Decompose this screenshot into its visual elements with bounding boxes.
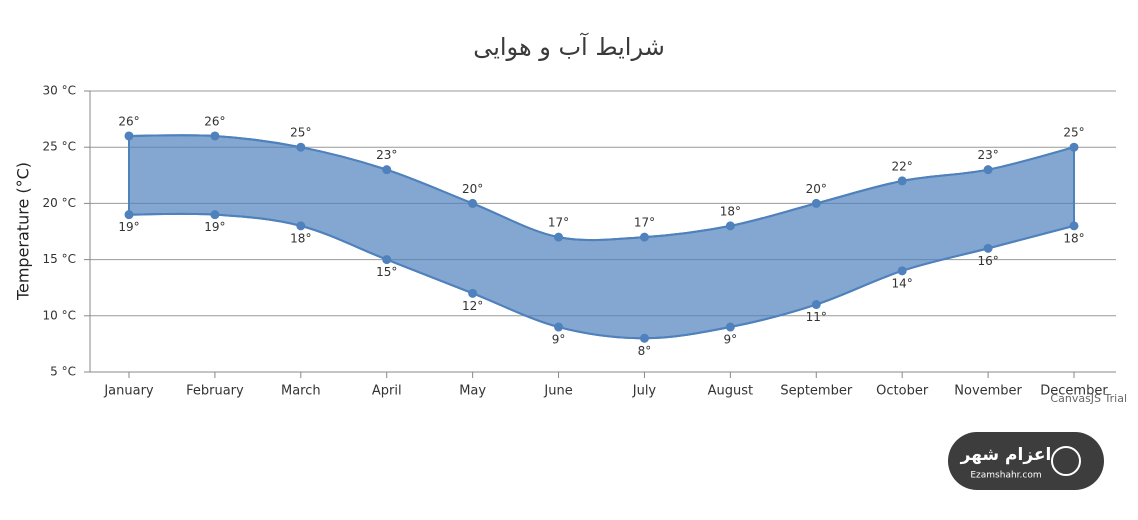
high-line [128,134,1075,242]
logo-icon [1051,446,1081,476]
low-value-label: 16° [977,254,998,268]
y-tick-label: 25 °C [43,140,76,154]
high-point [1069,142,1079,152]
low-value-label: 9° [724,333,738,347]
x-tick-label: May [459,384,486,399]
high-value-label: 17° [634,216,655,230]
chart-title: شرایط آب و هوایی [473,32,665,61]
high-point [639,232,649,242]
low-value-label: 8° [638,344,652,358]
low-point [1069,221,1079,231]
low-point [725,322,735,332]
x-tick-label: September [780,384,853,399]
high-value-label: 18° [720,204,741,218]
high-value-label: 20° [806,182,827,196]
y-tick-label: 5 °C [50,365,76,379]
y-tick-label: 15 °C [43,252,76,266]
high-value-label: 26° [118,114,139,128]
range-area [128,134,1075,340]
logo-site: Ezamshahr.com [970,471,1041,481]
high-point [210,131,220,141]
low-point [382,255,392,265]
high-point [897,176,907,186]
high-value-label: 17° [548,216,569,230]
x-tick-label: March [281,384,321,399]
low-value-label: 11° [806,310,827,324]
low-value-label: 14° [892,276,913,290]
low-value-label: 19° [204,220,225,234]
x-tick-label: December [1040,384,1108,399]
high-value-label: 26° [204,114,225,128]
high-value-label: 25° [290,126,311,140]
high-point [554,232,564,242]
high-value-label: 20° [462,182,483,196]
high-point [124,131,134,141]
high-point [468,198,478,208]
low-line [128,212,1075,340]
low-value-label: 15° [376,265,397,279]
low-point [210,210,220,220]
x-tick-label: August [708,384,754,399]
low-value-label: 12° [462,299,483,313]
logo: اعزام شهر Ezamshahr.com [948,432,1104,490]
low-point [124,210,134,220]
low-value-label: 9° [552,333,566,347]
x-tick-label: April [372,384,402,399]
x-tick-label: November [954,384,1022,399]
low-point [983,243,993,253]
low-point [811,300,821,310]
low-point [296,221,306,231]
low-value-label: 18° [290,231,311,245]
x-tick-label: October [876,384,929,399]
high-value-label: 25° [1063,126,1084,140]
high-point [296,142,306,152]
y-tick-label: 20 °C [43,196,76,210]
high-point [382,165,392,175]
high-value-label: 23° [977,148,998,162]
low-point [897,266,907,276]
low-point [554,322,564,332]
watermark: CanvasJS Trial [1050,392,1127,405]
x-tick-label: June [543,384,572,399]
y-tick-label: 10 °C [43,308,76,322]
logo-name: اعزام شهر [960,445,1052,465]
y-tick-label: 30 °C [43,84,76,98]
low-value-label: 19° [118,220,139,234]
high-value-label: 22° [892,159,913,173]
low-value-label: 18° [1063,231,1084,245]
low-point [468,288,478,298]
y-axis-label: Temperature (°C) [14,162,33,301]
high-point [811,198,821,208]
high-point [725,221,735,231]
x-tick-label: July [632,384,657,399]
x-tick-label: January [103,384,154,399]
x-tick-label: February [186,384,244,399]
low-point [639,333,649,343]
high-point [983,165,993,175]
high-value-label: 23° [376,148,397,162]
